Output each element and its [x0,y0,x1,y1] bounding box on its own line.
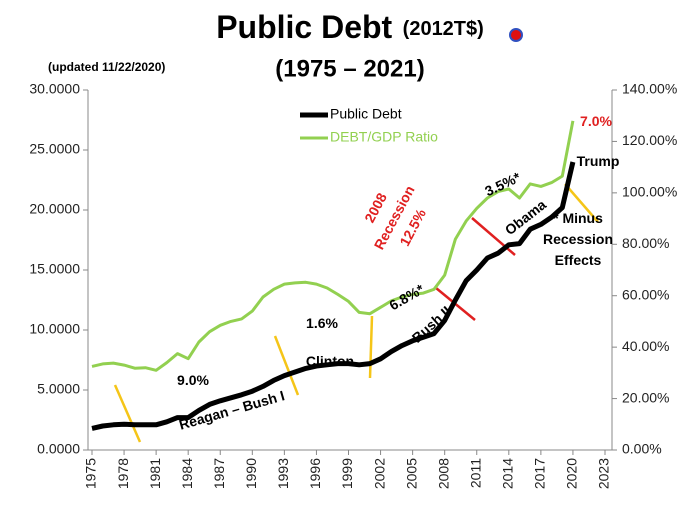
x-tick-label: 1990 [243,458,259,489]
annotation: 9.0% [177,372,209,388]
legend-label: Public Debt [330,106,402,122]
chart-title-unit: (2012T$) [403,18,484,40]
x-tick-label: 1996 [307,458,323,489]
y-tick-label: 10.0000 [29,321,80,337]
annotation-line: Bush II [408,302,453,345]
annotation: Bush II [408,302,453,345]
annotation: Clinton [306,353,354,369]
annotation-line: Reagan – Bush I [177,387,286,432]
x-tick-label: 1975 [83,458,99,489]
separator [564,183,599,223]
x-tick-label: 1987 [211,458,227,489]
annotation: * Minus Recession Effects [543,210,613,268]
y2-tick-label: 40.00% [622,338,669,354]
y-tick-label: 25.0000 [29,141,80,157]
separator [471,217,516,256]
y-tick-label: 20.0000 [29,201,80,217]
x-tick-label: 2008 [435,458,451,489]
series-line [91,161,576,431]
separator [113,384,142,443]
annotation: Reagan – Bush I [177,387,286,432]
y-tick-label: 15.0000 [29,261,80,277]
y2-tick-label: 60.00% [622,286,669,302]
annotation: 6.8%* [386,280,427,313]
annotation-line: Recession [543,231,613,247]
y-tick-label: 0.0000 [37,441,80,457]
x-tick-label: 1999 [339,458,355,489]
y2-tick-label: 20.00% [622,389,669,405]
annotation-line: Effects [555,252,602,268]
annotation-line: Clinton [306,353,354,369]
separator [368,315,374,379]
x-tick-label: 2014 [500,458,516,489]
separators [113,183,599,443]
x-tick-label: 2020 [564,458,580,489]
x-tick-label: 1993 [275,458,291,489]
x-tick-label: 1981 [147,458,163,489]
x-tick-label: 2023 [596,458,612,489]
legend-label: DEBT/GDP Ratio [330,129,438,145]
y-tick-label: 5.0000 [37,381,80,397]
x-tick-label: 2002 [371,458,387,489]
y2-tick-label: 140.00% [622,81,677,97]
annotation-line: Trump [577,153,620,169]
chart-title-group: Public Debt (2012T$) [216,9,484,45]
x-tick-label: 1984 [179,458,195,489]
y2-tick-label: 0.00% [622,441,662,457]
annotation-line: 9.0% [177,372,209,388]
chart-title: Public Debt [216,9,392,45]
annotation-line: * Minus [553,210,603,226]
x-tick-label: 2017 [532,458,548,489]
y2-tick-label: 80.00% [622,235,669,251]
x-tick-label: 2005 [403,458,419,489]
annotation: 1.6% [306,315,338,331]
annotation-line: 6.8%* [386,280,427,313]
y2-tick-label: 120.00% [622,132,677,148]
annotation: Obama [502,196,549,238]
annotation-line: 1.6% [306,315,338,331]
annotation: 7.0% [580,113,612,129]
series-line [91,120,575,372]
chart-subtitle: (1975 – 2021) [275,55,424,82]
chart-note: (updated 11/22/2020) [48,60,165,74]
annotation: Trump [577,153,620,169]
x-tick-label: 2011 [467,458,483,488]
annotation: 2008Recession12.5% [352,173,436,262]
y2-tick-label: 100.00% [622,184,677,200]
separator [273,335,300,396]
title-icon [509,28,523,42]
x-tick-label: 1978 [115,458,131,489]
annotation-line: 7.0% [580,113,612,129]
y-tick-label: 30.0000 [29,81,80,97]
annotation-line: Obama [502,196,549,238]
